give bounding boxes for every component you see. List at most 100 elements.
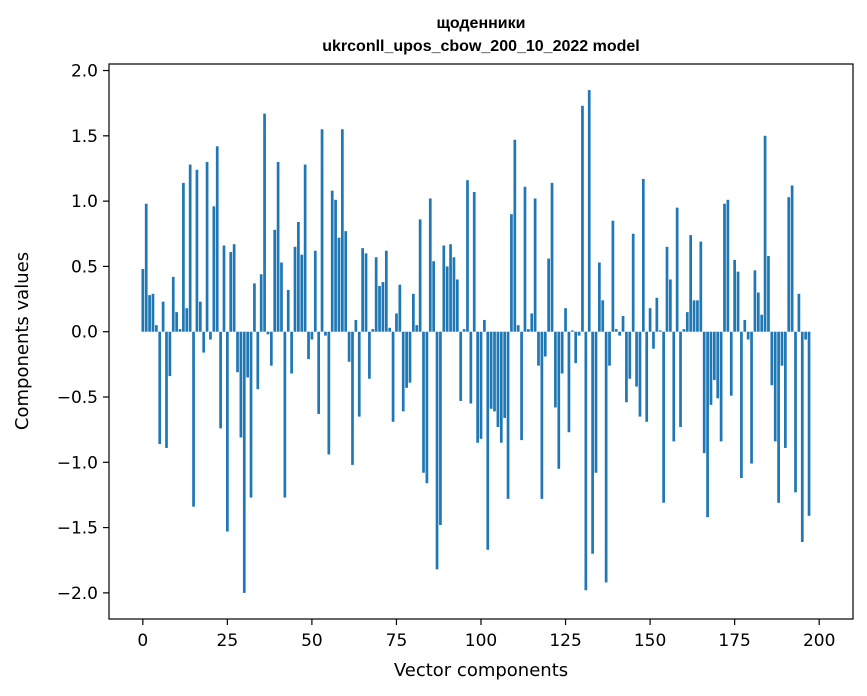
bar-2 xyxy=(148,295,151,332)
bar-48 xyxy=(303,164,307,332)
bar-150 xyxy=(648,308,652,332)
x-tick-label: 50 xyxy=(301,631,323,651)
bar-127 xyxy=(570,330,574,332)
bar-31 xyxy=(246,331,250,378)
bar-148 xyxy=(641,178,645,332)
bar-54 xyxy=(324,331,327,336)
bar-111 xyxy=(516,325,520,332)
bar-40 xyxy=(276,161,280,332)
bar-12 xyxy=(182,182,185,332)
bar-179 xyxy=(746,331,750,340)
y-axis-label: Components values xyxy=(12,252,33,430)
bar-11 xyxy=(178,329,182,332)
bar-72 xyxy=(384,250,388,332)
bar-51 xyxy=(313,250,317,332)
bar-18 xyxy=(202,331,206,353)
bar-8 xyxy=(168,331,172,377)
bar-96 xyxy=(466,180,469,332)
bar-71 xyxy=(381,282,385,332)
bar-140 xyxy=(614,329,618,332)
bar-97 xyxy=(469,331,473,404)
bar-17 xyxy=(198,301,202,332)
bar-146 xyxy=(635,331,638,387)
bar-84 xyxy=(425,331,429,484)
bar-56 xyxy=(330,190,334,332)
bar-108 xyxy=(506,331,510,499)
bar-164 xyxy=(696,300,699,332)
bar-60 xyxy=(344,231,348,332)
x-tick-label: 150 xyxy=(634,631,666,651)
bar-135 xyxy=(598,262,601,332)
bar-182 xyxy=(756,292,760,332)
bar-160 xyxy=(682,329,686,332)
bar-168 xyxy=(709,331,713,405)
bar-42 xyxy=(283,331,287,498)
bar-171 xyxy=(719,331,723,442)
bar-124 xyxy=(560,331,564,374)
bar-134 xyxy=(594,331,598,473)
bar-109 xyxy=(510,214,513,332)
bar-138 xyxy=(608,331,611,366)
bar-142 xyxy=(621,316,625,332)
bar-34 xyxy=(256,331,260,390)
bar-46 xyxy=(297,222,300,332)
bar-73 xyxy=(388,327,392,332)
bar-75 xyxy=(395,313,398,332)
bar-98 xyxy=(472,191,476,332)
y-tick-label: 0.0 xyxy=(71,323,98,343)
bar-149 xyxy=(645,331,649,422)
bar-83 xyxy=(422,331,425,473)
bar-63 xyxy=(354,319,358,332)
bar-151 xyxy=(652,331,655,349)
bar-82 xyxy=(418,219,422,332)
bar-131 xyxy=(584,331,588,591)
bar-95 xyxy=(462,329,466,332)
bar-55 xyxy=(327,331,331,455)
bar-122 xyxy=(554,331,557,408)
bar-5 xyxy=(158,331,162,445)
bar-14 xyxy=(188,164,192,332)
x-tick-label: 200 xyxy=(803,631,835,651)
y-tick-label: 0.5 xyxy=(71,257,98,277)
bar-154 xyxy=(662,331,665,503)
bar-121 xyxy=(550,182,554,332)
bar-27 xyxy=(232,244,236,332)
bar-38 xyxy=(269,331,273,366)
bar-166 xyxy=(702,331,706,454)
bar-193 xyxy=(794,331,797,493)
bar-103 xyxy=(489,331,493,409)
bar-66 xyxy=(364,253,368,332)
bar-41 xyxy=(280,262,283,332)
bar-187 xyxy=(773,331,777,442)
bar-37 xyxy=(266,331,270,335)
bar-100 xyxy=(479,331,483,439)
bar-65 xyxy=(361,248,364,332)
bar-192 xyxy=(790,185,794,332)
bar-107 xyxy=(503,331,507,418)
bar-104 xyxy=(493,331,496,412)
bar-106 xyxy=(499,331,503,443)
bar-16 xyxy=(195,169,199,332)
bar-90 xyxy=(445,266,449,332)
bar-35 xyxy=(259,274,263,332)
bar-85 xyxy=(428,198,432,332)
bar-145 xyxy=(631,233,635,332)
bar-130 xyxy=(581,105,584,332)
bar-137 xyxy=(604,331,608,583)
bar-50 xyxy=(310,331,314,340)
bar-117 xyxy=(537,331,540,366)
bar-19 xyxy=(205,161,209,332)
bar-105 xyxy=(496,331,500,428)
bar-53 xyxy=(320,129,324,332)
bar-165 xyxy=(699,241,703,332)
bar-189 xyxy=(780,331,784,366)
bar-102 xyxy=(486,331,490,550)
chart-subtitle: ukrconll_upos_cbow_200_10_2022 model xyxy=(322,38,639,55)
bar-123 xyxy=(557,331,561,469)
bar-91 xyxy=(449,244,452,332)
bar-series xyxy=(141,90,811,593)
bar-7 xyxy=(165,331,168,448)
bar-141 xyxy=(618,331,622,336)
bar-175 xyxy=(733,259,736,332)
